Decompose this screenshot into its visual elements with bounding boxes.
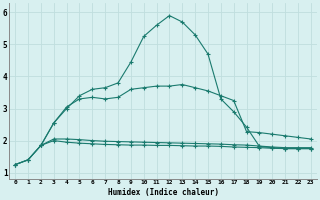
X-axis label: Humidex (Indice chaleur): Humidex (Indice chaleur) [108,188,219,197]
